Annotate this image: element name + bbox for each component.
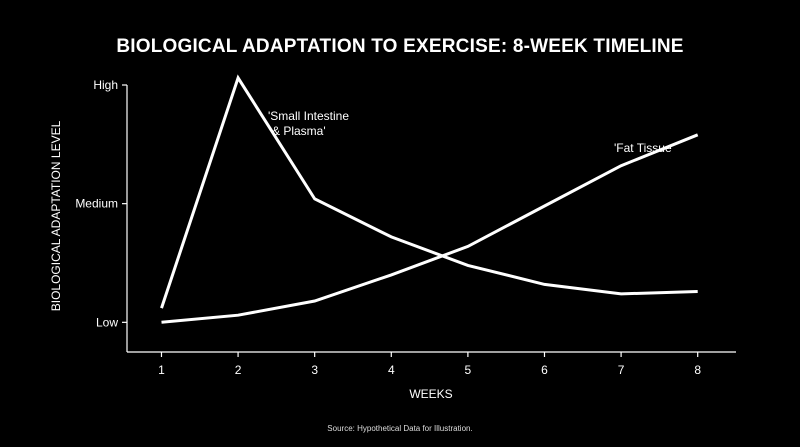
y-tick-label: High — [93, 78, 118, 92]
series-label-small-intestine-plasma: 'Small Intestine — [268, 109, 349, 123]
y-tick-label: Low — [96, 315, 118, 329]
y-axis-title: BIOLOGICAL ADAPTATION LEVEL — [49, 120, 63, 311]
series-line-fat-tissue — [161, 133, 699, 324]
x-tick-label: 3 — [311, 363, 318, 377]
series-lines — [160, 74, 699, 324]
chart-title: BIOLOGICAL ADAPTATION TO EXERCISE: 8-WEE… — [116, 36, 684, 57]
x-axis-title: WEEKS — [409, 387, 452, 401]
x-tick-label: 4 — [388, 363, 395, 377]
source-note: Source: Hypothetical Data for Illustrati… — [327, 424, 473, 433]
y-tick-label: Medium — [75, 197, 118, 211]
x-tick-label: 8 — [694, 363, 701, 377]
x-tick-label: 6 — [541, 363, 548, 377]
series-label-small-intestine-plasma: & Plasma' — [272, 124, 326, 138]
series-line-small-intestine-plasma — [160, 74, 698, 309]
x-tick-label: 7 — [618, 363, 625, 377]
x-tick-label: 5 — [465, 363, 472, 377]
axes: 1 2 3 4 5 6 7 8 Low Medium High — [75, 78, 736, 377]
series-annotations: 'Small Intestine& Plasma' 'Fat Tissue' — [268, 109, 674, 155]
series-label-fat-tissue: 'Fat Tissue' — [614, 141, 674, 155]
x-tick-label: 1 — [158, 363, 165, 377]
x-tick-label: 2 — [235, 363, 242, 377]
